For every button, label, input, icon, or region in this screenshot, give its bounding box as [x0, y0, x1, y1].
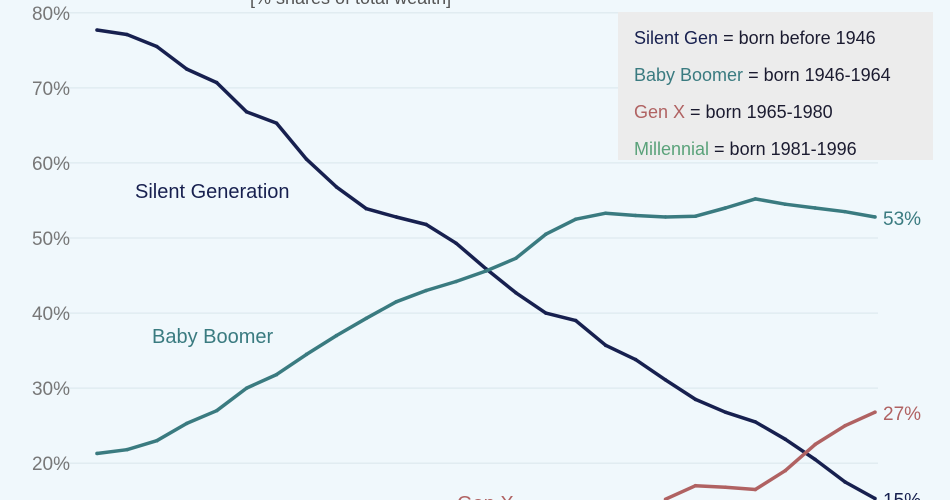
data-point — [813, 457, 817, 462]
data-point — [753, 487, 758, 492]
data-point — [184, 67, 189, 71]
legend-item-millennial: Millennial = born 1981-1996 — [634, 135, 933, 172]
series-label: Baby Boomer — [152, 326, 274, 348]
data-point — [214, 80, 219, 85]
data-point — [873, 496, 877, 500]
data-point — [753, 197, 758, 201]
y-tick-label: 40% — [32, 304, 70, 325]
data-point — [873, 410, 877, 414]
data-point — [843, 209, 847, 214]
data-point — [454, 241, 458, 246]
legend-desc: = born 1946-1964 — [743, 65, 891, 85]
data-point — [843, 480, 847, 484]
data-point — [693, 214, 698, 219]
data-point — [394, 300, 399, 304]
data-point — [155, 438, 159, 443]
legend-name: Silent Gen — [634, 28, 719, 48]
data-point — [334, 333, 339, 338]
data-point — [783, 468, 788, 473]
series-label: Gen X — [457, 493, 514, 500]
data-point — [484, 269, 488, 273]
legend-desc: = born before 1946 — [718, 28, 876, 48]
legend-item-genx: Gen X = born 1965-1980 — [634, 98, 933, 135]
data-point — [155, 44, 159, 49]
legend-item-boomer: Baby Boomer = born 1946-1964 — [634, 61, 933, 98]
data-point — [304, 352, 309, 357]
y-tick-label: 80% — [32, 4, 70, 25]
data-point — [633, 357, 638, 362]
data-point — [603, 211, 608, 216]
data-point — [663, 497, 668, 500]
data-point — [274, 121, 279, 125]
data-point — [274, 372, 279, 377]
data-point — [723, 485, 728, 490]
data-point — [873, 215, 877, 219]
data-point — [125, 32, 129, 37]
data-point — [184, 421, 189, 426]
y-tick-label: 20% — [32, 454, 70, 475]
series-line-2 — [664, 410, 876, 500]
y-tick-label: 70% — [32, 79, 70, 100]
data-point — [693, 397, 698, 402]
data-point — [364, 206, 369, 211]
data-point — [304, 157, 309, 161]
legend-name: Gen X — [634, 102, 686, 122]
end-value-label: 53% — [883, 209, 921, 230]
data-point — [723, 410, 728, 414]
y-tick-label: 60% — [32, 154, 70, 175]
data-point — [753, 420, 758, 424]
data-point — [783, 202, 788, 207]
data-point — [544, 232, 548, 237]
data-point — [693, 483, 698, 488]
data-point — [95, 451, 99, 456]
data-point — [663, 215, 668, 219]
data-point — [394, 215, 399, 219]
data-point — [813, 206, 817, 210]
series-label: Silent Generation — [135, 181, 290, 203]
data-point — [783, 437, 788, 441]
data-point — [573, 318, 578, 323]
data-point — [95, 28, 99, 32]
data-point — [244, 110, 249, 114]
data-point — [843, 423, 847, 428]
end-value-label: 15% — [883, 490, 921, 500]
legend-desc: = born 1965-1980 — [685, 102, 833, 122]
y-tick-label: 50% — [32, 229, 70, 250]
end-value-label: 27% — [883, 404, 921, 425]
legend-desc: = born 1981-1996 — [709, 139, 857, 159]
data-point — [364, 316, 369, 321]
data-point — [633, 213, 638, 218]
data-point — [514, 256, 518, 261]
chart-title: [% shares of total wealth] — [250, 0, 451, 9]
data-point — [214, 408, 219, 413]
legend: Silent Gen = born before 1946 Baby Boome… — [618, 12, 933, 160]
data-point — [813, 442, 817, 447]
data-point — [244, 386, 249, 390]
data-point — [723, 206, 728, 210]
data-point — [334, 185, 339, 189]
data-point — [573, 217, 578, 222]
data-point — [514, 290, 518, 295]
y-tick-label: 30% — [32, 379, 70, 400]
data-point — [424, 222, 428, 227]
legend-item-silent: Silent Gen = born before 1946 — [634, 24, 933, 61]
data-point — [603, 343, 608, 348]
data-point — [125, 447, 129, 452]
legend-name: Millennial — [634, 139, 710, 159]
data-point — [454, 279, 458, 284]
data-point — [663, 378, 668, 382]
legend-name: Baby Boomer — [634, 65, 744, 85]
data-point — [424, 288, 428, 293]
data-point — [544, 311, 548, 315]
